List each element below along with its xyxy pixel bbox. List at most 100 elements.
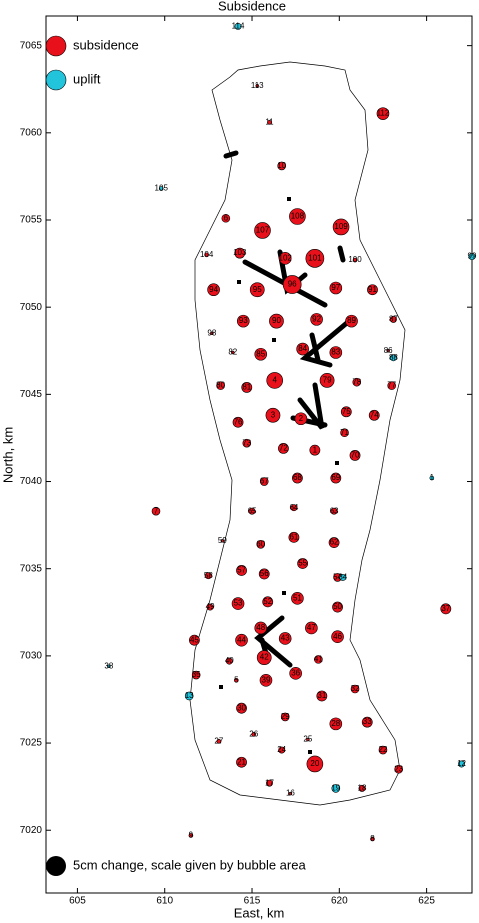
point-label: 108 [291, 212, 305, 221]
point-label: 97 [331, 283, 340, 292]
point-label: 10 [277, 161, 286, 170]
bubble [291, 592, 304, 605]
bubble [367, 284, 378, 296]
bubble [370, 836, 375, 842]
point-label: 104 [200, 250, 214, 259]
bubble [352, 377, 362, 387]
bubble [350, 684, 360, 694]
bubble [235, 633, 248, 647]
point-label: 1 [313, 445, 318, 454]
point-label: 84 [298, 344, 307, 353]
size-legend-label: 5cm change, scale given by bubble area [73, 857, 306, 872]
bubble [330, 507, 338, 515]
bubble [158, 186, 164, 191]
point-label: 4 [272, 376, 277, 385]
point-label: 38 [104, 661, 113, 670]
vector [223, 150, 239, 159]
point-label: 65 [248, 506, 257, 515]
point-label: 71 [340, 428, 349, 437]
y-axis-label: North, km [0, 427, 15, 483]
point-label: 33 [363, 717, 372, 726]
point-label: 40 [225, 656, 234, 665]
point-label: 79 [323, 376, 332, 385]
point-label: 113 [251, 81, 264, 90]
point-label: 43 [281, 634, 290, 643]
bubble [278, 252, 292, 265]
bubble [288, 791, 293, 796]
y-tick-label: 7050 [20, 302, 43, 313]
point-label: 52 [263, 597, 272, 606]
bubble [305, 621, 318, 635]
vector [297, 382, 325, 430]
point-label: 26 [249, 729, 258, 738]
bubble [358, 784, 366, 792]
bubble [256, 650, 272, 665]
bubble [265, 407, 281, 423]
point-label: 103 [233, 248, 247, 257]
bubble [259, 673, 273, 687]
bubble [314, 655, 323, 664]
bubble [249, 282, 265, 298]
bubble [234, 247, 246, 259]
point-label: 51 [293, 593, 302, 602]
point-label: 91 [368, 285, 377, 294]
bubble [332, 601, 343, 613]
point-label: 86 [384, 346, 393, 355]
bubble [305, 248, 325, 268]
bubble [296, 342, 309, 356]
point-label: 72 [279, 444, 288, 453]
station [308, 750, 312, 754]
point-label: 95 [253, 285, 262, 294]
bubble [297, 558, 309, 569]
station [282, 591, 286, 595]
bubble [306, 737, 310, 742]
y-tick-label: 7045 [20, 389, 43, 400]
x-tick-label: 620 [331, 896, 348, 907]
station [237, 280, 241, 284]
point-label: 105 [155, 184, 169, 193]
bubble [294, 412, 308, 426]
point-label: 76 [234, 417, 243, 426]
bubble [378, 745, 388, 755]
bubble [280, 712, 290, 722]
bubble [329, 281, 343, 295]
point-label: 3 [271, 410, 276, 419]
bubble [331, 784, 341, 793]
station [335, 461, 339, 465]
bubble [216, 739, 222, 744]
bubble [259, 477, 269, 486]
y-tick-label: 7030 [20, 651, 43, 662]
point-label: 28 [331, 719, 340, 728]
point-label: 50 [333, 602, 342, 611]
bubble [289, 208, 306, 225]
bubble [440, 603, 452, 615]
point-label: 114 [232, 22, 245, 31]
bubble [387, 381, 396, 390]
point-label: 112 [377, 109, 390, 118]
bubble [236, 756, 247, 768]
bubble [389, 315, 397, 323]
point-label: 98 [207, 328, 216, 337]
point-label: 48 [256, 623, 265, 632]
legend-marker [45, 35, 67, 57]
station [287, 197, 291, 201]
bubble [278, 632, 292, 645]
bubble [468, 253, 476, 261]
point-label: 78 [352, 377, 361, 386]
vector [299, 319, 351, 368]
station [272, 338, 276, 342]
bubble [278, 746, 286, 754]
bubble [458, 760, 465, 768]
bubble [216, 381, 225, 390]
bubble [277, 161, 286, 171]
bubble [254, 621, 268, 635]
point-label: 68 [293, 473, 302, 482]
point-label: 61 [289, 532, 298, 541]
point-label: 36 [291, 668, 300, 677]
bubble [306, 755, 324, 773]
point-label: 96 [288, 280, 297, 289]
vector [254, 615, 293, 668]
bubble [236, 565, 247, 576]
point-label: 93 [239, 316, 248, 325]
bubble [339, 573, 347, 581]
